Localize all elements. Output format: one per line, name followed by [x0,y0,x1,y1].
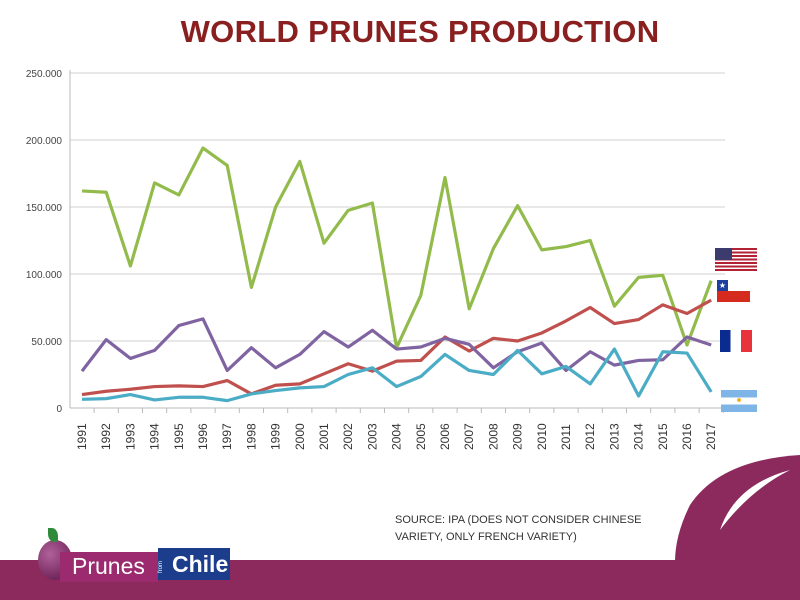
argentina-flag-sun-icon [737,398,741,402]
series-line-argentina [81,347,713,403]
x-tick-label: 2000 [293,423,307,450]
y-tick-label: 0 [56,404,62,415]
y-tick-label: 200.000 [26,136,63,147]
x-tick-label: 2003 [365,423,379,450]
series-line-chile [81,298,712,397]
x-tick-label: 1999 [269,423,283,450]
logo-magenta-banner [60,552,158,582]
series-line-usa [81,146,713,350]
x-tick-label: 2013 [607,423,621,450]
y-tick-label: 100.000 [26,270,63,281]
argentina-flag-icon [721,390,757,412]
logo-blue-banner [158,548,230,580]
x-tick-label: 2008 [486,423,500,450]
x-tick-label: 2007 [462,423,476,450]
x-tick-label: 2016 [680,423,694,450]
prunes-from-chile-logo: Prunes from Chile [38,526,230,586]
x-tick-label: 2011 [559,424,573,450]
x-tick-label: 2005 [414,423,428,450]
x-tick-label: 2009 [511,423,525,450]
x-tick-label: 2001 [317,423,331,450]
logo-word-from: from [158,561,164,573]
chile-flag-star-icon: ★ [717,280,728,291]
source-line-2: VARIETY, ONLY FRENCH VARIETY) [395,531,577,543]
x-tick-label: 1994 [148,423,162,450]
logo-word-prunes: Prunes [72,553,145,579]
x-tick-label: 1993 [123,423,137,450]
x-tick-label: 1991 [75,423,89,450]
logo-word-chile: Chile [172,551,229,577]
y-tick-label: 150.000 [26,203,63,214]
y-tick-label: 250.000 [26,69,63,80]
source-note: SOURCE: IPA (DOES NOT CONSIDER CHINESE V… [395,512,655,546]
x-tick-label: 1995 [172,423,186,450]
x-tick-label: 2012 [583,423,597,450]
x-tick-label: 2002 [341,423,355,450]
x-tick-label: 2015 [656,423,670,450]
usa-flag-canton [715,248,732,260]
page-title: WORLD PRUNES PRODUCTION [180,14,660,49]
x-tick-label: 2006 [438,423,452,450]
france-flag-icon [720,330,752,352]
chile-flag-red-band [717,291,750,302]
y-tick-label: 50.000 [31,337,62,348]
x-tick-label: 2014 [632,423,646,450]
x-tick-label: 1996 [196,423,210,450]
chile-flag-icon: ★ [717,280,750,302]
leaf-icon [48,528,58,542]
x-tick-label: 2004 [390,423,404,450]
usa-flag-icon [715,248,757,271]
x-tick-label: 1992 [99,423,113,450]
source-line-1: SOURCE: IPA (DOES NOT CONSIDER CHINESE [395,514,642,526]
x-tick-label: 1997 [220,423,234,450]
x-tick-label: 1998 [244,423,258,450]
x-tick-label: 2010 [535,423,549,450]
x-tick-label: 2017 [704,423,718,450]
